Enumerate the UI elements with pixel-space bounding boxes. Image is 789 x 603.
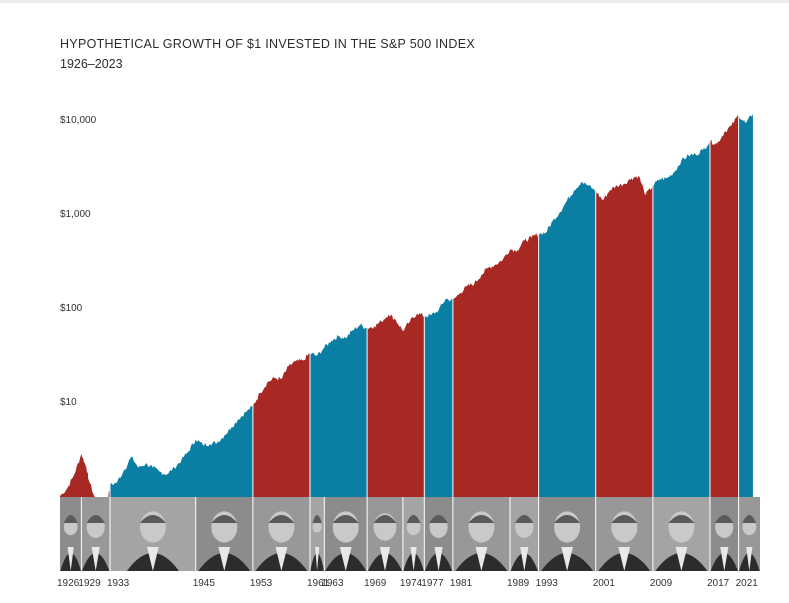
- portrait-shirt: [746, 547, 753, 571]
- x-tick-label: 2001: [593, 578, 616, 589]
- portrait-hair: [742, 515, 757, 523]
- portrait-shirt: [275, 547, 288, 571]
- portrait-strip: [60, 497, 760, 571]
- portrait-hair: [139, 515, 166, 523]
- portrait-shirt: [520, 547, 529, 571]
- president-portrait: [538, 497, 596, 571]
- term-band-2009: [652, 113, 710, 497]
- y-tick-label: $100: [60, 303, 83, 314]
- portrait-shirt: [339, 547, 352, 571]
- portrait-shirt: [410, 547, 417, 571]
- portrait-shirt: [720, 547, 729, 571]
- term-band-1977: [424, 113, 453, 497]
- x-tick-label: 1969: [364, 578, 387, 589]
- x-tick-label: 2021: [736, 578, 759, 589]
- president-portrait: [509, 497, 539, 571]
- portrait-hair: [668, 515, 695, 523]
- president-portrait: [366, 497, 403, 571]
- portrait-hair: [468, 515, 495, 523]
- president-portrait: [195, 497, 253, 571]
- chart-title: HYPOTHETICAL GROWTH OF $1 INVESTED IN TH…: [60, 37, 475, 51]
- portrait-hair: [554, 515, 581, 523]
- portrait-hair: [63, 515, 78, 523]
- portrait-hair: [312, 515, 322, 523]
- x-tick-label: 1974: [400, 578, 423, 589]
- term-band-1981: [452, 113, 539, 497]
- president-portrait: [60, 497, 82, 571]
- term-band-1953: [252, 113, 310, 497]
- president-portrait: [309, 497, 325, 571]
- portrait-hair: [86, 515, 105, 523]
- portrait-shirt: [147, 547, 159, 571]
- president-portrait: [652, 497, 710, 571]
- portrait-shirt: [67, 547, 74, 571]
- president-portrait: [252, 497, 310, 571]
- term-band-1969: [367, 113, 425, 497]
- portrait-shirt: [315, 547, 320, 571]
- portrait-hair: [611, 515, 638, 523]
- x-tick-label: 1993: [536, 578, 559, 589]
- party-term-bands: [60, 113, 753, 497]
- portrait-shirt: [379, 547, 391, 571]
- term-band-2001: [595, 113, 653, 497]
- x-tick-label: 2009: [650, 578, 673, 589]
- portrait-hair: [373, 515, 397, 523]
- portrait-shirt: [434, 547, 443, 571]
- portrait-shirt: [561, 547, 573, 571]
- x-tick-label: 1945: [193, 578, 216, 589]
- x-tick-label: 1981: [450, 578, 473, 589]
- y-tick-label: $1,000: [60, 209, 91, 220]
- x-tick-label: 1926: [57, 578, 80, 589]
- portrait-hair: [515, 515, 534, 523]
- portrait-shirt: [218, 547, 231, 571]
- portrait-hair: [332, 515, 359, 523]
- y-axis-ticks: $10 $100 $1,000 $10,000: [60, 115, 97, 408]
- x-tick-label: 2017: [707, 578, 730, 589]
- x-tick-label: 1929: [78, 578, 101, 589]
- term-band-1933: [110, 113, 253, 497]
- top-border: [0, 0, 789, 3]
- portrait-hair: [429, 515, 448, 523]
- portrait-hair: [406, 515, 421, 523]
- x-tick-label: 1963: [321, 578, 344, 589]
- x-tick-label: 1977: [421, 578, 444, 589]
- president-portrait: [452, 497, 510, 571]
- portrait-hair: [715, 515, 734, 523]
- president-portrait: [402, 497, 425, 571]
- portrait-hair: [268, 515, 295, 523]
- portrait-shirt: [675, 547, 688, 571]
- term-band-1926: [60, 113, 110, 497]
- president-portrait: [709, 497, 739, 571]
- portrait-hair: [211, 515, 238, 523]
- term-band-2017: [710, 113, 739, 497]
- x-tick-label: 1989: [507, 578, 530, 589]
- y-tick-label: $10: [60, 397, 77, 408]
- chart-subtitle: 1926–2023: [60, 57, 123, 71]
- term-band-2021: [738, 113, 753, 497]
- portrait-shirt: [91, 547, 100, 571]
- president-portrait: [323, 497, 368, 571]
- x-tick-label: 1961: [307, 578, 330, 589]
- portrait-shirt: [475, 547, 488, 571]
- y-tick-label: $10,000: [60, 115, 97, 126]
- portrait-face: [312, 521, 322, 533]
- president-portrait: [738, 497, 760, 571]
- president-portrait: [80, 497, 110, 571]
- president-portrait: [109, 497, 196, 571]
- term-band-1961: [310, 113, 368, 497]
- president-portrait: [595, 497, 653, 571]
- term-band-1993: [538, 113, 596, 497]
- president-portrait: [423, 497, 453, 571]
- x-tick-label: 1953: [250, 578, 273, 589]
- portrait-background: [310, 497, 325, 571]
- x-tick-label: 1933: [107, 578, 130, 589]
- portrait-shirt: [618, 547, 631, 571]
